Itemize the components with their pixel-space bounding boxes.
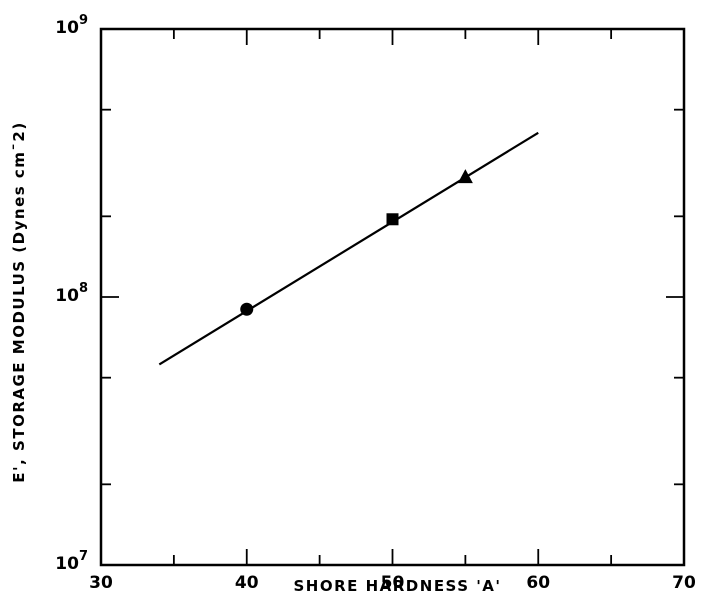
plot-frame bbox=[99, 27, 686, 567]
y-tick-labels: 107 108 109 bbox=[55, 13, 88, 574]
data-point-circle bbox=[240, 302, 254, 316]
x-tick-label: 30 bbox=[89, 573, 113, 593]
data-point-triangle bbox=[457, 169, 473, 184]
y-tick-label: 107 bbox=[55, 549, 88, 574]
y-axis-label: E', STORAGE MODULUS (Dynes cm¯2) bbox=[10, 121, 28, 482]
data-point-square bbox=[386, 213, 399, 226]
x-axis-label: SHORE HARDNESS 'A' bbox=[293, 577, 501, 595]
axis-ticks bbox=[101, 29, 684, 565]
data-points bbox=[240, 169, 473, 316]
x-tick-label: 70 bbox=[672, 573, 696, 593]
y-tick-label: 108 bbox=[55, 281, 88, 306]
y-tick-label: 109 bbox=[55, 13, 88, 38]
x-tick-label: 50 bbox=[381, 573, 405, 593]
x-tick-label: 40 bbox=[235, 573, 259, 593]
fit-line bbox=[158, 131, 539, 366]
x-tick-labels: 30 40 50 60 70 bbox=[89, 573, 696, 593]
x-tick-label: 60 bbox=[526, 573, 550, 593]
